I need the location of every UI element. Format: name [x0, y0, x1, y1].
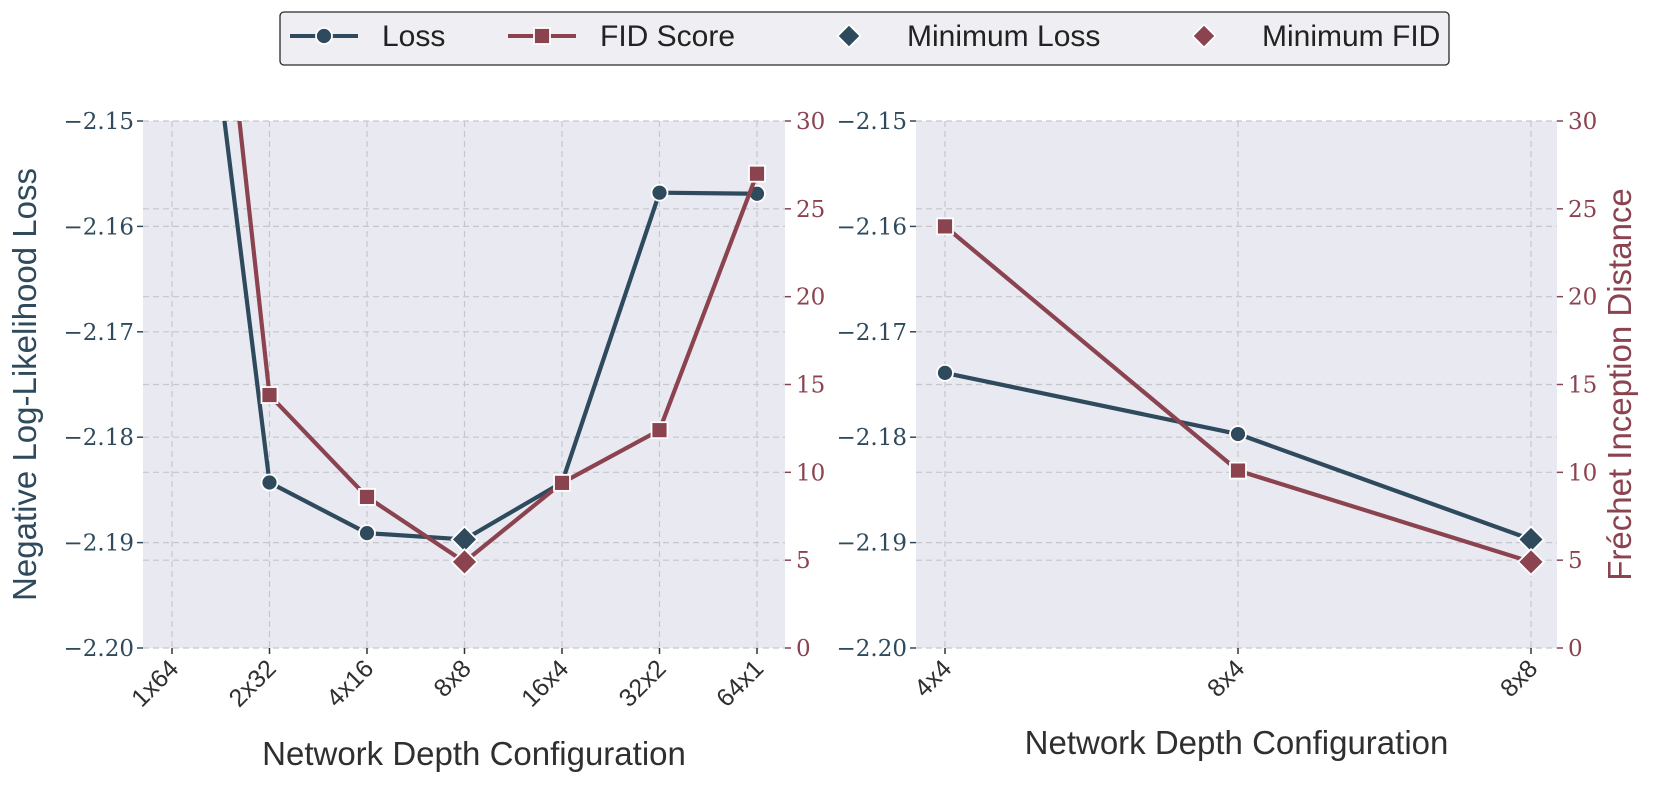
x-tick-label: 4x16 — [321, 654, 379, 712]
y-tick-label: −2.18 — [837, 425, 907, 451]
y-tick-label: −2.19 — [837, 531, 907, 557]
loss-point — [260, 473, 279, 492]
loss-point — [1229, 425, 1247, 443]
y2-tick-label: 20 — [796, 285, 825, 311]
legend-label: FID Score — [600, 20, 735, 53]
y-tick-label: −2.20 — [64, 636, 134, 662]
legend-marker-circle — [315, 27, 333, 45]
x-axis-title: Network Depth Configuration — [1025, 724, 1449, 761]
series-group — [936, 217, 1546, 577]
fid-point — [748, 164, 766, 183]
fid-point — [1229, 461, 1247, 480]
minimum-fid-point — [450, 547, 479, 577]
y2-tick-label: 0 — [796, 636, 811, 662]
x-tick-label: 8x4 — [1202, 654, 1250, 702]
fid-point — [553, 473, 571, 492]
y2-tick-label: 30 — [796, 109, 825, 135]
x-tick-label: 32x2 — [614, 654, 672, 712]
loss-point — [936, 364, 954, 382]
loss-point — [650, 183, 669, 202]
y-tick-label: −2.15 — [64, 109, 134, 135]
x-tick-label: 64x1 — [711, 654, 769, 712]
fid-point — [650, 421, 669, 440]
legend-label: Minimum FID — [1262, 20, 1440, 53]
x-axis-title: Network Depth Configuration — [262, 735, 686, 772]
legend-frame — [279, 11, 1450, 66]
fid-point — [936, 217, 954, 236]
fid-point — [358, 488, 376, 506]
y-tick-label: −2.18 — [64, 425, 134, 451]
y2-tick-label: 25 — [796, 197, 825, 223]
y-axis-title: Negative Log-Likelihood Loss — [6, 168, 43, 601]
y-tick-label: −2.16 — [837, 214, 907, 240]
x-tick-label: 4x4 — [909, 654, 957, 702]
y-tick-label: −2.15 — [837, 109, 907, 135]
legend-marker-square — [533, 27, 551, 45]
x-tick-label: 8x8 — [428, 654, 476, 702]
y2-tick-label: 15 — [1568, 373, 1597, 399]
y2-tick-label: 10 — [1568, 460, 1597, 486]
legend-label: Loss — [382, 20, 445, 53]
y2-tick-label: 5 — [796, 548, 811, 574]
x-tick-label: 2x32 — [224, 654, 282, 712]
loss-point — [358, 524, 376, 543]
fid-point — [260, 386, 279, 404]
y-tick-label: −2.16 — [64, 214, 134, 240]
legend: Loss FID Score Minimum Loss Minimum FID — [279, 11, 1450, 66]
legend-label: Minimum Loss — [907, 20, 1100, 53]
panel-2: −2.20 −2.19 −2.18 −2.17 −2.16 −2.15 0 5 10 15 20 25… — [837, 109, 1638, 761]
y-tick-label: −2.17 — [837, 320, 907, 346]
y2-axis-title: Fréchet Inception Distance — [1601, 188, 1638, 581]
y2-tick-label: 0 — [1568, 636, 1583, 662]
y-tick-label: −2.17 — [64, 320, 134, 346]
y2-tick-label: 5 — [1568, 548, 1583, 574]
y2-tick-label: 30 — [1568, 109, 1597, 135]
panel-1: −2.20 −2.19 −2.18 −2.17 −2.16 −2.15 0 5 10 15 20 25… — [6, 109, 825, 772]
legend-marker-diamond — [836, 23, 862, 49]
legend-marker-diamond — [1191, 23, 1217, 49]
y2-tick-label: 20 — [1568, 285, 1597, 311]
x-tick-label: 8x8 — [1495, 654, 1543, 702]
y-tick-label: −2.20 — [837, 636, 907, 662]
minimum-fid-point — [1516, 547, 1546, 577]
y2-tick-label: 25 — [1568, 197, 1597, 223]
y2-tick-label: 15 — [796, 373, 825, 399]
series-group — [222, 121, 766, 577]
x-tick-label: 1x64 — [126, 654, 184, 712]
x-tick-label: 16x4 — [516, 654, 574, 712]
y-tick-label: −2.19 — [64, 531, 134, 557]
y2-tick-label: 10 — [796, 460, 825, 486]
